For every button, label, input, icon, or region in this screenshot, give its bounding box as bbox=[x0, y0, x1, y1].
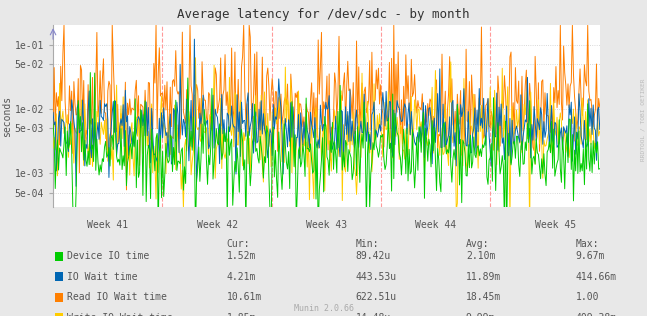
Text: IO Wait time: IO Wait time bbox=[67, 272, 137, 282]
Text: Max:: Max: bbox=[576, 239, 599, 249]
Text: 4.21m: 4.21m bbox=[226, 272, 256, 282]
Text: 443.53u: 443.53u bbox=[356, 272, 397, 282]
Text: Week 41: Week 41 bbox=[87, 220, 128, 230]
Text: 10.61m: 10.61m bbox=[226, 292, 261, 302]
Text: Week 42: Week 42 bbox=[197, 220, 237, 230]
Text: Min:: Min: bbox=[356, 239, 379, 249]
Text: Write IO Wait time: Write IO Wait time bbox=[67, 313, 172, 316]
Text: 2.10m: 2.10m bbox=[466, 251, 495, 261]
Text: 414.66m: 414.66m bbox=[576, 272, 617, 282]
Text: 9.99m: 9.99m bbox=[466, 313, 495, 316]
Text: 9.67m: 9.67m bbox=[576, 251, 605, 261]
Text: 622.51u: 622.51u bbox=[356, 292, 397, 302]
Text: 18.45m: 18.45m bbox=[466, 292, 501, 302]
Text: Avg:: Avg: bbox=[466, 239, 489, 249]
Text: Average latency for /dev/sdc - by month: Average latency for /dev/sdc - by month bbox=[177, 8, 470, 21]
Text: Week 45: Week 45 bbox=[536, 220, 576, 230]
Text: 1.00: 1.00 bbox=[576, 292, 599, 302]
Text: 1.52m: 1.52m bbox=[226, 251, 256, 261]
Text: 89.42u: 89.42u bbox=[356, 251, 391, 261]
Text: RRDTOOL / TOBI OETIKER: RRDTOOL / TOBI OETIKER bbox=[641, 79, 646, 161]
Y-axis label: seconds: seconds bbox=[2, 95, 12, 137]
Text: Cur:: Cur: bbox=[226, 239, 250, 249]
Text: 1.85m: 1.85m bbox=[226, 313, 256, 316]
Text: Device IO time: Device IO time bbox=[67, 251, 149, 261]
Text: Read IO Wait time: Read IO Wait time bbox=[67, 292, 166, 302]
Text: Week 44: Week 44 bbox=[415, 220, 456, 230]
Text: Week 43: Week 43 bbox=[306, 220, 347, 230]
Text: 409.38m: 409.38m bbox=[576, 313, 617, 316]
Text: Munin 2.0.66: Munin 2.0.66 bbox=[294, 304, 353, 313]
Text: 14.48u: 14.48u bbox=[356, 313, 391, 316]
Text: 11.89m: 11.89m bbox=[466, 272, 501, 282]
